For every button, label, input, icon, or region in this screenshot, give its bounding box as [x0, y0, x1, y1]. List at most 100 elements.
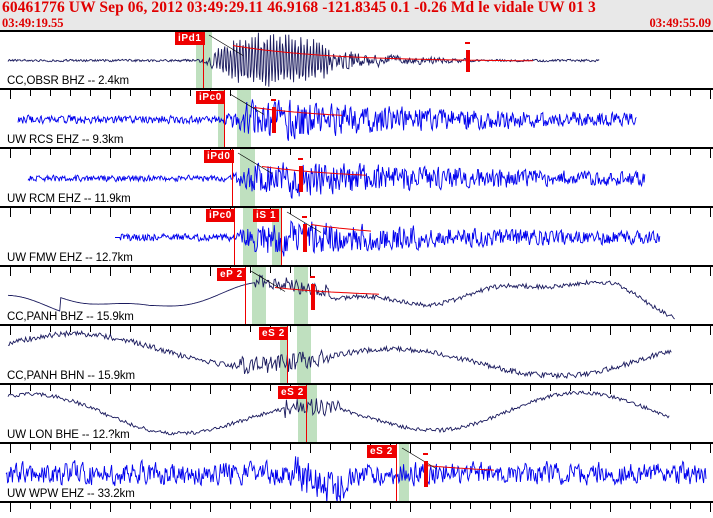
axis-tick [630, 444, 631, 450]
axis-tick [550, 90, 551, 96]
amplitude-marker[interactable] [424, 460, 428, 487]
pick-line-ipd0[interactable] [232, 149, 234, 208]
trace-row-rcs-ehz[interactable]: iPc0 UW RCS EHZ -- 9.3km [0, 90, 713, 149]
axis-tick [470, 149, 471, 155]
axis-tick [330, 385, 331, 391]
axis-tick [510, 503, 511, 512]
axis-tick [490, 326, 491, 332]
waveform-lon [7, 390, 670, 436]
axis-tick [30, 149, 31, 155]
pick-line-is1[interactable] [281, 208, 283, 267]
axis-tick [670, 503, 671, 509]
trace-row-obsr-bhz[interactable]: iPd1 CC,OBSR BHZ -- 2.4km [0, 31, 713, 90]
axis-tick [550, 444, 551, 450]
axis-tick [50, 149, 51, 155]
axis-tick [230, 326, 231, 332]
axis-tick [370, 326, 371, 332]
trace-row-panh-bhn[interactable]: eS 2 CC,PANH BHN -- 15.9km [0, 326, 713, 385]
axis-tick [330, 267, 331, 273]
axis-tick [130, 267, 131, 273]
axis-tick [170, 503, 171, 509]
amplitude-tick [423, 452, 428, 455]
axis-tick [510, 444, 511, 453]
pick-line-ep2[interactable] [245, 267, 247, 326]
trace-row-panh-bhz[interactable]: eP 2 CC,PANH BHZ -- 15.9km [0, 267, 713, 326]
trace-row-wpw-ehz[interactable]: eS 2 UW WPW EHZ -- 33.2km [0, 444, 713, 503]
pick-line-ipc0[interactable] [234, 208, 236, 267]
axis-tick [390, 208, 391, 214]
pick-label-ipd1[interactable]: iPd1 [175, 32, 205, 45]
axis-tick [410, 385, 411, 394]
pick-label-ipc0[interactable]: iPc0 [206, 209, 235, 222]
trace-row-lon-bhe[interactable]: eS 2 UW LON BHE -- 12.?km [0, 385, 713, 444]
pick-label-is1[interactable]: iS 1 [253, 209, 280, 222]
amplitude-marker[interactable] [311, 283, 315, 310]
axis-tick [550, 385, 551, 391]
axis-tick [350, 385, 351, 391]
pick-label-es2[interactable]: eS 2 [278, 386, 307, 399]
axis-tick [390, 149, 391, 155]
axis-tick [470, 385, 471, 391]
pick-label-es2[interactable]: eS 2 [259, 327, 288, 340]
coda-decay-curve [261, 166, 367, 176]
axis-tick [350, 326, 351, 332]
pick-line-ipd1[interactable] [203, 31, 205, 90]
pick-line-es2[interactable] [306, 385, 308, 444]
amplitude-marker[interactable] [299, 165, 303, 192]
axis-tick [130, 503, 131, 509]
channel-label-rcs-ehz: UW RCS EHZ -- 9.3km [7, 134, 124, 146]
axis-tick [510, 326, 511, 335]
amplitude-marker[interactable] [272, 106, 276, 133]
axis-tick [350, 267, 351, 273]
axis-tick [370, 385, 371, 391]
pick-line-es2[interactable] [396, 444, 398, 503]
axis-tick [150, 326, 151, 332]
trace-plot-area[interactable]: iPd1 CC,OBSR BHZ -- 2.4km iPc0 UW RCS EHZ -… [0, 30, 713, 518]
pick-leader-line [229, 93, 265, 115]
axis-tick [550, 149, 551, 155]
axis-tick [310, 90, 311, 99]
axis-tick [250, 267, 251, 273]
axis-tick [570, 503, 571, 509]
axis-tick [90, 385, 91, 391]
amplitude-marker[interactable] [303, 223, 307, 252]
axis-tick [590, 444, 591, 450]
axis-tick [310, 149, 311, 158]
axis-tick [650, 503, 651, 509]
time-axis-line [0, 383, 713, 385]
waveform-obsr [7, 32, 600, 87]
trace-row-rcm-ehz[interactable]: iPd0 UW RCM EHZ -- 11.9km [0, 149, 713, 208]
axis-tick [230, 503, 231, 509]
axis-tick [690, 444, 691, 450]
axis-tick [570, 267, 571, 273]
axis-tick [70, 444, 71, 450]
axis-tick [50, 444, 51, 450]
pick-label-ipd0[interactable]: iPd0 [204, 150, 234, 163]
axis-tick [90, 444, 91, 450]
axis-tick [370, 208, 371, 214]
axis-tick-row [0, 503, 713, 513]
axis-tick [230, 385, 231, 391]
pick-line-es2[interactable] [287, 326, 289, 385]
channel-label-panh-bhn: CC,PANH BHN -- 15.9km [7, 370, 136, 382]
axis-tick [550, 503, 551, 509]
axis-tick [590, 326, 591, 332]
axis-tick [650, 385, 651, 391]
axis-tick [590, 503, 591, 509]
axis-tick [150, 385, 151, 391]
axis-tick [50, 326, 51, 332]
axis-tick [390, 385, 391, 391]
pick-label-ep2[interactable]: eP 2 [217, 268, 246, 281]
pick-line-ipc0[interactable] [224, 90, 226, 149]
axis-tick [490, 267, 491, 273]
pick-label-es2[interactable]: eS 2 [367, 445, 396, 458]
trace-row-fmw-ehz[interactable]: iPc0 iS 1 UW FMW EHZ -- 12.7km [0, 208, 713, 267]
amplitude-marker[interactable] [466, 49, 470, 72]
axis-tick [570, 444, 571, 450]
pick-label-ipc0[interactable]: iPc0 [196, 91, 225, 104]
axis-tick [490, 385, 491, 391]
axis-tick [430, 326, 431, 332]
axis-tick [70, 503, 71, 509]
axis-tick [290, 503, 291, 509]
axis-tick [10, 267, 11, 276]
